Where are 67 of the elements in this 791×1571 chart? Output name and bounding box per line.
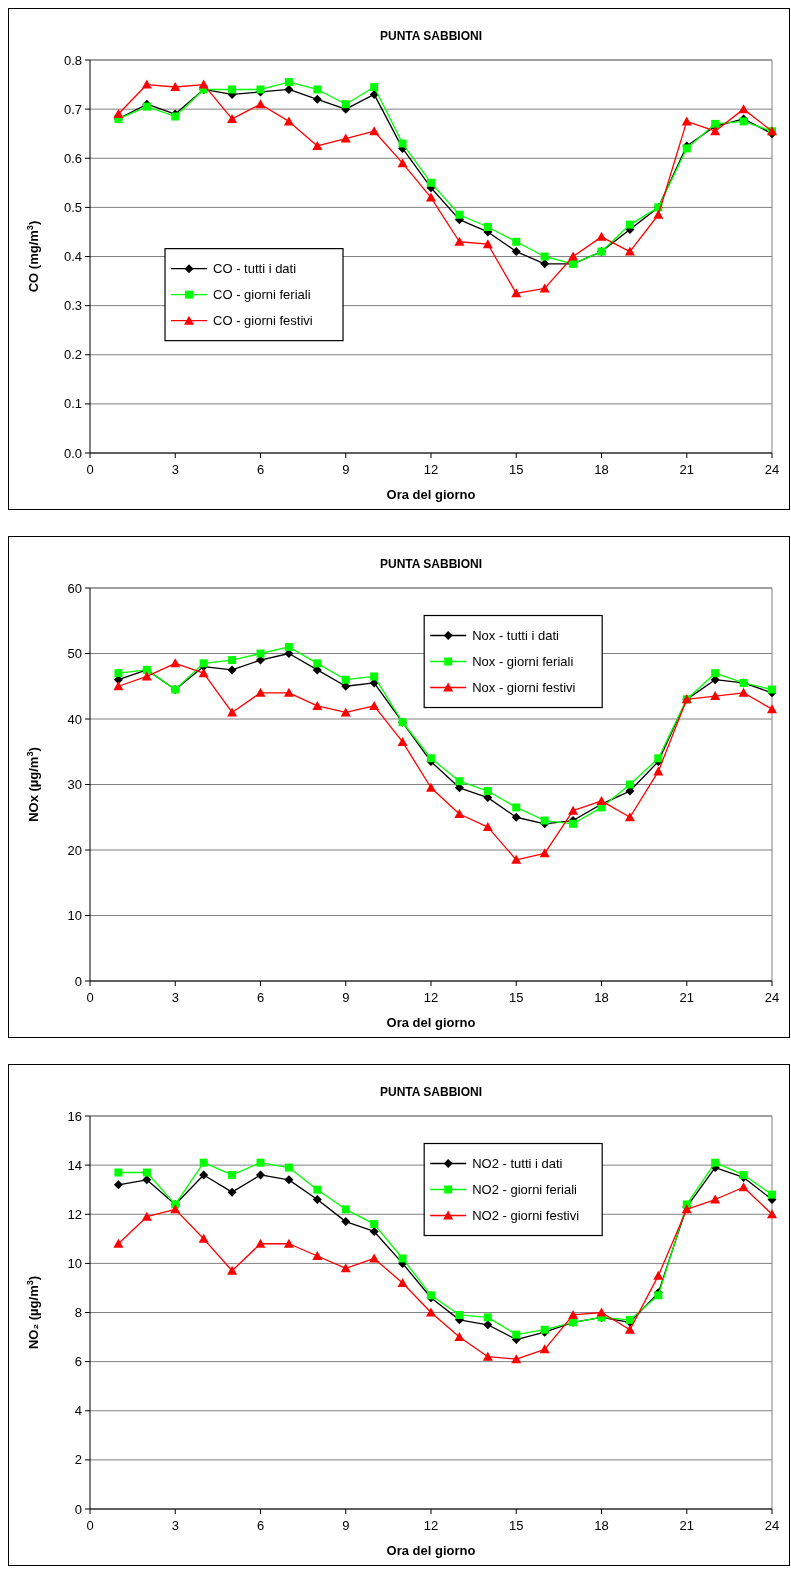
- x-tick-label: 9: [342, 1518, 350, 1533]
- legend-label: NO2 - giorni feriali: [472, 1182, 578, 1198]
- x-tick-label: 9: [342, 462, 350, 477]
- x-tick-label: 12: [423, 990, 439, 1005]
- y-tick-label: 0: [74, 1501, 82, 1517]
- x-tick-label: 3: [171, 1518, 179, 1533]
- x-tick-label: 12: [423, 1518, 439, 1533]
- y-tick-label: 0.8: [63, 52, 82, 68]
- legend-label: CO - tutti i dati: [213, 261, 297, 277]
- y-tick-label: 0.5: [63, 199, 82, 215]
- y-tick-label: 16: [67, 1108, 82, 1124]
- x-tick-label: 24: [764, 462, 780, 477]
- x-tick-label: 15: [509, 1518, 524, 1533]
- x-tick-label: 0: [86, 1518, 94, 1533]
- x-tick-label: 3: [171, 990, 179, 1005]
- x-tick-label: 24: [764, 1518, 780, 1533]
- legend-label: CO - giorni festivi: [213, 313, 313, 329]
- y-tick-label: 0: [74, 973, 82, 989]
- x-tick-label: 21: [679, 990, 694, 1005]
- legend-label: NO2 - tutti i dati: [472, 1156, 563, 1172]
- y-tick-label: 60: [67, 580, 82, 596]
- x-tick-label: 21: [679, 1518, 694, 1533]
- x-axis-title: Ora del giorno: [386, 1015, 476, 1030]
- y-tick-label: 10: [67, 1255, 82, 1271]
- y-tick-label: 30: [67, 777, 82, 793]
- x-tick-label: 24: [764, 990, 780, 1005]
- chart-title: PUNTA SABBIONI: [380, 29, 482, 43]
- x-tick-label: 6: [256, 1518, 265, 1533]
- x-tick-label: 21: [679, 462, 694, 477]
- y-tick-label: 4: [74, 1403, 82, 1419]
- y-tick-label: 0.1: [63, 396, 82, 412]
- x-tick-label: 0: [86, 990, 94, 1005]
- x-tick-label: 9: [342, 990, 350, 1005]
- y-tick-label: 50: [67, 646, 82, 662]
- x-tick-label: 3: [171, 462, 179, 477]
- y-tick-label: 0.6: [63, 150, 82, 166]
- x-tick-label: 15: [509, 990, 524, 1005]
- x-tick-label: 6: [256, 990, 265, 1005]
- y-tick-label: 2: [74, 1452, 82, 1468]
- legend-label: NO2 - giorni festivi: [472, 1208, 580, 1224]
- x-axis-title: Ora del giorno: [386, 1543, 476, 1558]
- x-tick-label: 0: [86, 462, 94, 477]
- y-tick-label: 0.4: [63, 249, 82, 265]
- y-tick-label: 0.3: [63, 298, 82, 314]
- y-tick-label: 10: [67, 908, 82, 924]
- y-tick-label: 0.2: [63, 347, 82, 363]
- x-axis-title: Ora del giorno: [386, 487, 476, 502]
- y-tick-label: 6: [74, 1354, 82, 1370]
- x-tick-label: 18: [594, 462, 609, 477]
- chart-title: PUNTA SABBIONI: [380, 1085, 482, 1099]
- x-tick-label: 15: [509, 462, 524, 477]
- legend-label: Nox - giorni festivi: [472, 680, 576, 696]
- legend-label: Nox - giorni feriali: [472, 654, 574, 670]
- x-tick-label: 18: [594, 1518, 609, 1533]
- legend-label: CO - giorni feriali: [213, 287, 311, 303]
- x-tick-label: 18: [594, 990, 609, 1005]
- y-tick-label: 20: [67, 842, 82, 858]
- y-tick-label: 0.7: [63, 101, 82, 117]
- x-tick-label: 6: [256, 462, 265, 477]
- y-tick-label: 14: [67, 1157, 82, 1173]
- y-tick-label: 40: [67, 711, 82, 727]
- y-tick-label: 12: [67, 1206, 82, 1222]
- legend-label: Nox - tutti i dati: [472, 628, 559, 644]
- y-tick-label: 0.0: [63, 445, 82, 461]
- chart-title: PUNTA SABBIONI: [380, 557, 482, 571]
- x-tick-label: 12: [423, 462, 439, 477]
- y-tick-label: 8: [74, 1305, 82, 1321]
